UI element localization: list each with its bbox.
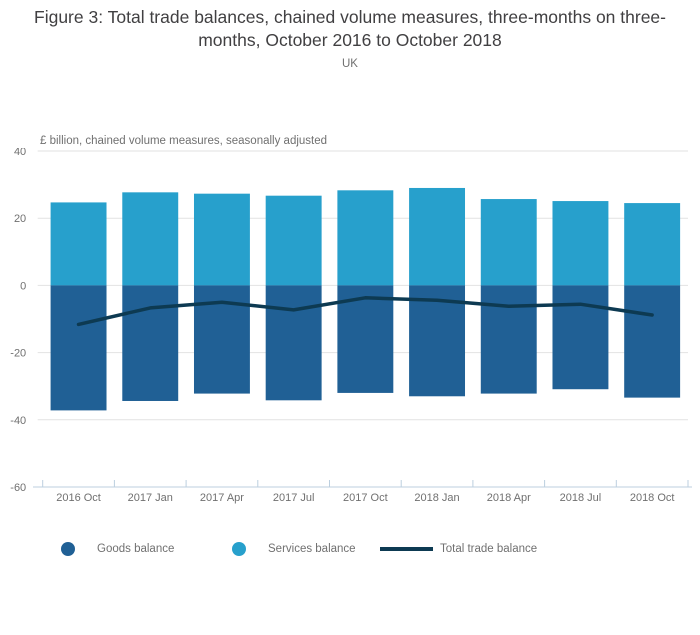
y-axis-unit-label: £ billion, chained volume measures, seas… [40,135,328,147]
y-axis-tick-label: -40 [10,415,26,427]
services-balance-bar[interactable] [122,192,179,286]
y-axis-tick-label: 0 [20,280,26,292]
services-balance-bar[interactable] [265,195,322,286]
legend-item-goods-balance[interactable]: Goods balance [61,540,174,558]
total-trade-balance-swatch-icon [380,547,433,551]
figure-title: Figure 3: Total trade balances, chained … [34,7,666,51]
services-balance-swatch-icon [232,542,246,556]
legend-item-services-balance[interactable]: Services balance [232,540,356,558]
x-axis-tick-label: 2016 Oct [56,492,101,504]
services-balance-bar[interactable] [552,201,609,286]
services-balance-bar[interactable] [193,193,250,286]
goods-balance-bar[interactable] [624,285,681,398]
x-axis-tick-label: 2018 Jul [560,492,602,504]
goods-balance-bar[interactable] [409,285,466,397]
figure-subtitle: UK [342,58,358,70]
services-balance-bar[interactable] [480,199,537,286]
goods-balance-bar[interactable] [480,285,537,394]
legend-label-services-balance: Services balance [268,543,356,555]
services-balance-bar[interactable] [337,190,394,286]
legend-item-total-trade-balance[interactable]: Total trade balance [380,540,537,558]
y-axis-tick-label: 40 [14,148,26,158]
goods-balance-bar[interactable] [552,285,609,390]
x-axis-tick-label: 2018 Jan [414,492,459,504]
x-axis-tick-label: 2017 Oct [343,492,388,504]
total-trade-balance-line[interactable] [76,296,654,327]
trade-balance-chart: 40 20 0 -20 -40 -60 2016 Oct 2017 Jan 2017 Apr 20… [10,148,692,504]
services-balance-bar[interactable] [624,203,681,286]
goods-balance-bar[interactable] [337,285,394,393]
services-balance-bar[interactable] [409,187,466,286]
chart-legend: Goods balance Services balance Total tra… [0,540,700,558]
goods-balance-bar[interactable] [265,285,322,401]
y-axis-tick-label: -20 [10,348,26,360]
goods-balance-bar[interactable] [122,285,179,401]
x-axis-tick-label: 2017 Jan [128,492,173,504]
x-axis-tick-label: 2018 Oct [630,492,675,504]
x-axis-tick-label: 2017 Apr [200,492,244,504]
services-balance-bar[interactable] [50,202,107,286]
x-axis-tick-label: 2018 Apr [487,492,531,504]
x-axis-tick-label: 2017 Jul [273,492,315,504]
goods-balance-swatch-icon [61,542,75,556]
legend-label-total-trade-balance: Total trade balance [440,543,538,555]
legend-label-goods-balance: Goods balance [97,543,175,555]
goods-balance-bar[interactable] [50,285,107,411]
y-axis-tick-label: -60 [10,482,26,494]
y-axis-tick-label: 20 [14,213,26,225]
